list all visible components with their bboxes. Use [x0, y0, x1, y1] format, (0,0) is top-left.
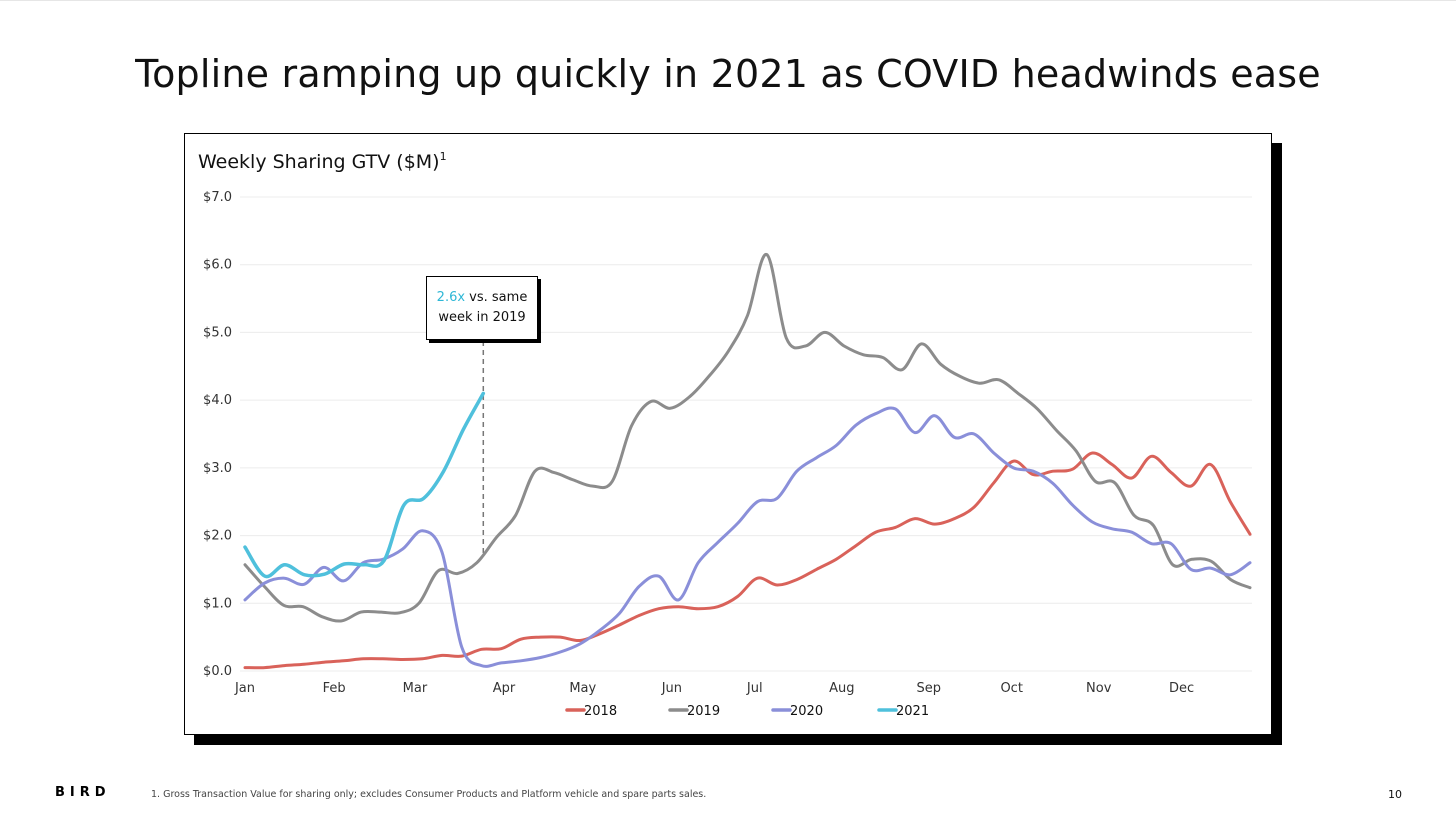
x-tick-label: Mar — [403, 681, 428, 696]
chart-title-superscript: 1 — [440, 150, 447, 163]
callout-multiple: 2.6x — [436, 290, 466, 305]
x-tick-label: Sep — [917, 681, 942, 696]
series-layer — [243, 253, 1252, 670]
x-tick-label: Aug — [829, 681, 854, 696]
x-axis-labels: Jan Feb Mar Apr May Jun Jul Aug Sep Oct Nov Dec — [234, 681, 1194, 696]
x-tick-label: Jun — [661, 681, 682, 696]
x-tick-label: Jan — [234, 681, 255, 696]
y-tick-label: $2.0 — [203, 529, 232, 544]
footnote: 1. Gross Transaction Value for sharing o… — [151, 789, 707, 800]
callout-line1: vs. same — [465, 290, 528, 305]
callout-box: 2.6x vs. same week in 2019 — [426, 276, 538, 340]
series-line-2020 — [243, 406, 1252, 668]
callout-line2: week in 2019 — [438, 310, 526, 325]
y-tick-label: $4.0 — [203, 393, 232, 408]
y-tick-label: $1.0 — [203, 596, 232, 611]
series-line-2021 — [243, 391, 486, 579]
legend-label-2020: 2020 — [790, 704, 823, 719]
y-axis-labels: $0.0 $1.0 $2.0 $3.0 $4.0 $5.0 $6.0 $7.0 — [203, 190, 232, 679]
x-tick-label: May — [569, 681, 596, 696]
chart-card — [184, 133, 1272, 735]
y-tick-label: $3.0 — [203, 461, 232, 476]
x-tick-label: Nov — [1086, 681, 1112, 696]
legend-label-2018: 2018 — [584, 704, 617, 719]
x-tick-label: Oct — [1000, 681, 1022, 696]
series-line-2018 — [243, 451, 1252, 670]
x-tick-label: Feb — [323, 681, 346, 696]
legend-label-2019: 2019 — [687, 704, 720, 719]
y-tick-label: $0.0 — [203, 664, 232, 679]
grid-layer — [240, 196, 1252, 672]
y-tick-label: $5.0 — [203, 325, 232, 340]
x-tick-label: Dec — [1169, 681, 1194, 696]
legend: 2018 2019 2020 2021 — [565, 704, 929, 719]
series-line-2019 — [243, 253, 1252, 623]
top-rule — [0, 0, 1456, 1]
legend-label-2021: 2021 — [896, 704, 929, 719]
x-tick-label: Jul — [746, 681, 763, 696]
chart-title: Weekly Sharing GTV ($M)1 — [198, 150, 447, 173]
page-number: 10 — [1388, 788, 1402, 801]
y-tick-label: $7.0 — [203, 190, 232, 205]
bird-logo: BIRD — [55, 785, 111, 800]
chart-title-text: Weekly Sharing GTV ($M) — [198, 151, 440, 173]
slide-title: Topline ramping up quickly in 2021 as CO… — [135, 52, 1321, 96]
x-tick-label: Apr — [493, 681, 516, 696]
y-tick-label: $6.0 — [203, 258, 232, 273]
